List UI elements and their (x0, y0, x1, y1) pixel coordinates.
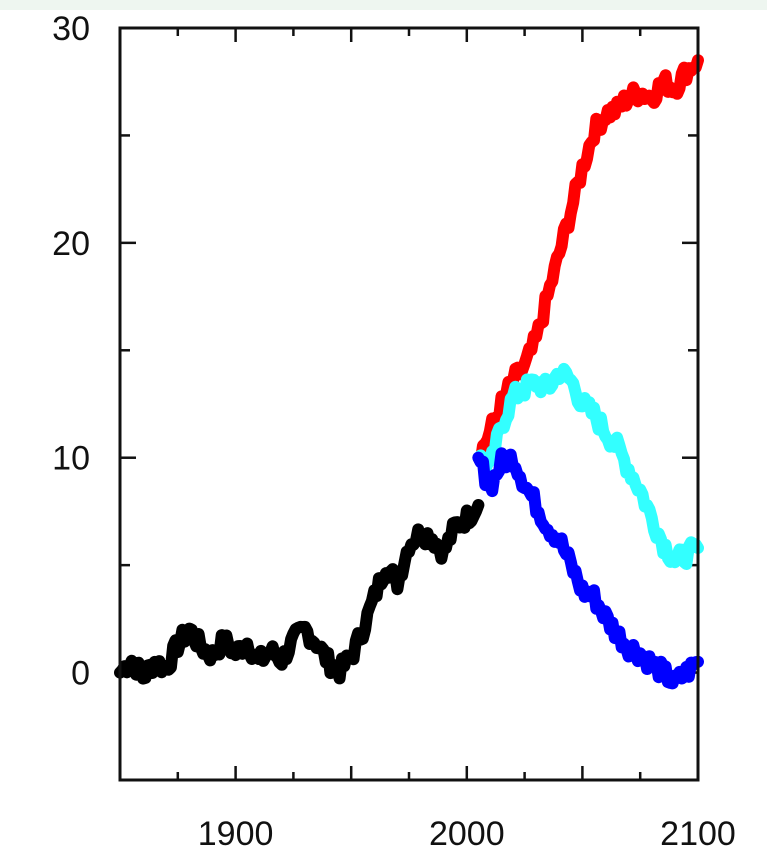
y-tick-label: 0 (71, 655, 90, 693)
y-tick-label: 20 (52, 225, 90, 263)
x-tick-labels: 1900 2000 2100 (198, 815, 736, 852)
y-ticks (120, 26, 698, 782)
x-tick-label: 2000 (429, 815, 505, 852)
y-tick-labels: 0 10 20 30 (52, 10, 90, 693)
series-line-2 (472, 362, 704, 570)
x-tick-label: 1900 (198, 815, 274, 852)
series-line-1 (472, 54, 704, 468)
series-line-3 (472, 447, 704, 690)
x-tick-label: 2100 (660, 815, 736, 852)
y-tick-label: 30 (52, 10, 90, 48)
plot-frame (118, 26, 700, 782)
x-ticks (118, 28, 700, 780)
series-lines (114, 54, 704, 690)
y-tick-label: 10 (52, 440, 90, 478)
series-line-0 (114, 499, 485, 685)
top-band (0, 0, 767, 10)
